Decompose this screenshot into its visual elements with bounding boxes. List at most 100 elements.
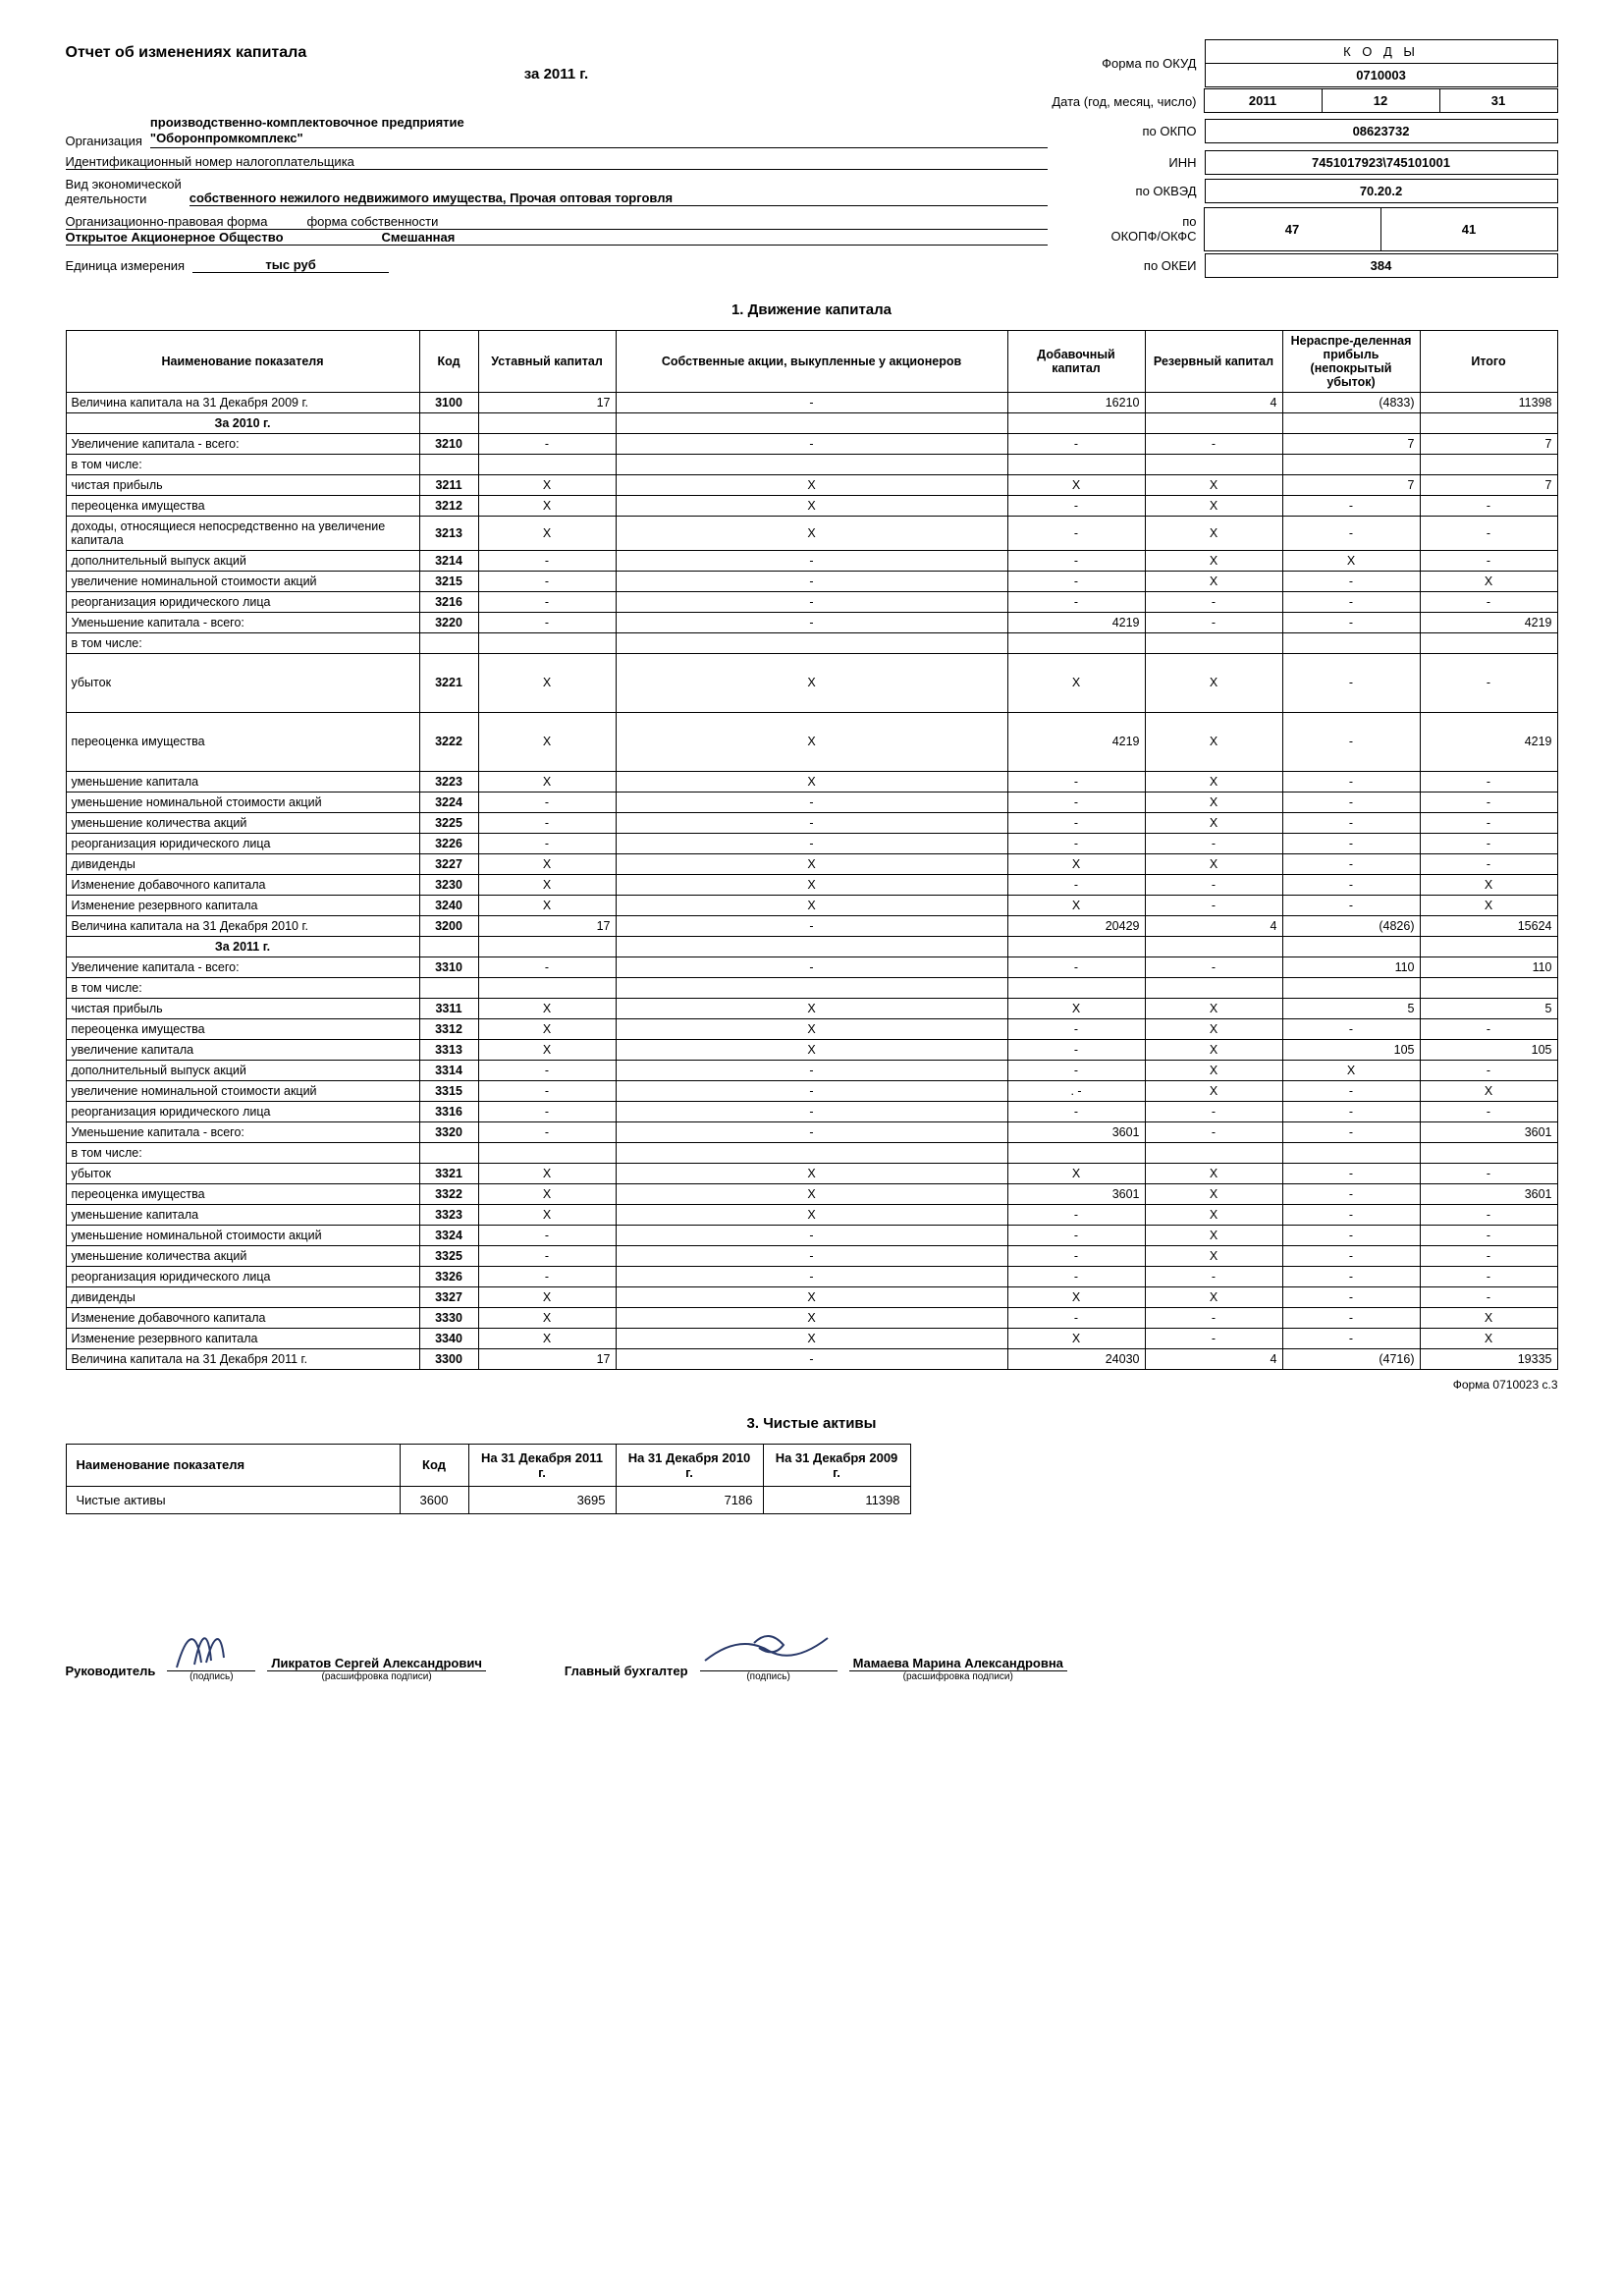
row-code: 3326 (419, 1266, 478, 1286)
row-value: - (478, 612, 616, 632)
row-value: - (1007, 792, 1145, 812)
row-value: X (1420, 1328, 1557, 1348)
na-col-d2: На 31 Декабря 2010 г. (616, 1444, 763, 1486)
row-value: X (1420, 874, 1557, 895)
row-name: переоценка имущества (66, 712, 419, 771)
row-value: - (1282, 495, 1420, 516)
row-value: - (1007, 771, 1145, 792)
row-value: X (616, 1039, 1007, 1060)
row-value: 16210 (1007, 392, 1145, 412)
row-value: - (1007, 1018, 1145, 1039)
na-v1: 3695 (468, 1486, 616, 1513)
row-value: X (616, 874, 1007, 895)
row-code: 3225 (419, 812, 478, 833)
row-value: 105 (1420, 1039, 1557, 1060)
row-value: X (616, 495, 1007, 516)
row-value: - (1145, 1328, 1282, 1348)
row-value: - (1420, 1018, 1557, 1039)
table-row: дивиденды3227XXXX-- (66, 853, 1557, 874)
row-value: X (478, 771, 616, 792)
row-value: X (478, 1039, 616, 1060)
row-value: X (1145, 1039, 1282, 1060)
row-value: X (1145, 1018, 1282, 1039)
row-code: 3313 (419, 1039, 478, 1060)
col-charter: Уставный капитал (478, 330, 616, 392)
row-name: Уменьшение капитала - всего: (66, 612, 419, 632)
row-value: - (616, 833, 1007, 853)
row-value: - (478, 1245, 616, 1266)
table-row: реорганизация юридического лица3316-----… (66, 1101, 1557, 1121)
row-name: увеличение номинальной стоимости акций (66, 1080, 419, 1101)
row-value: X (1145, 712, 1282, 771)
row-value: - (1282, 771, 1420, 792)
table-row: уменьшение количества акций3325---X-- (66, 1245, 1557, 1266)
row-value: X (616, 771, 1007, 792)
table-row: уменьшение капитала3223XX-X-- (66, 771, 1557, 792)
activity-label-1: Вид экономической (66, 177, 182, 191)
na-name: Чистые активы (66, 1486, 400, 1513)
row-value: X (1145, 1225, 1282, 1245)
table-row: увеличение капитала3313XX-X105105 (66, 1039, 1557, 1060)
row-value: - (478, 591, 616, 612)
table-row: переоценка имущества3322XX3601X-3601 (66, 1183, 1557, 1204)
row-value: X (478, 1286, 616, 1307)
inn-full-label: Идентификационный номер налогоплательщик… (66, 154, 1048, 170)
na-col-d1: На 31 Декабря 2011 г. (468, 1444, 616, 1486)
row-value (616, 977, 1007, 998)
row-name: За 2011 г. (66, 936, 419, 957)
row-value: - (1007, 957, 1145, 977)
accountant-role: Главный бухгалтер (565, 1664, 688, 1682)
row-value: X (616, 998, 1007, 1018)
row-value: (4826) (1282, 915, 1420, 936)
row-value: - (1145, 1101, 1282, 1121)
okopf-1: 47 (1204, 207, 1381, 251)
row-value (478, 1142, 616, 1163)
row-code: 3316 (419, 1101, 478, 1121)
row-code: 3321 (419, 1163, 478, 1183)
row-name: убыток (66, 1163, 419, 1183)
row-name: убыток (66, 653, 419, 712)
row-value (1282, 977, 1420, 998)
row-code: 3216 (419, 591, 478, 612)
form-value-2: Смешанная (382, 230, 456, 245)
row-value: X (1145, 792, 1282, 812)
row-value: 105 (1282, 1039, 1420, 1060)
row-value: X (1145, 1286, 1282, 1307)
row-value: - (1282, 1328, 1420, 1348)
row-value: - (616, 1245, 1007, 1266)
row-value: - (1145, 612, 1282, 632)
row-value: 3601 (1007, 1183, 1145, 1204)
row-value: - (478, 812, 616, 833)
row-value: (4716) (1282, 1348, 1420, 1369)
okopf-2: 41 (1380, 207, 1558, 251)
table-row: Уменьшение капитала - всего:3320--3601--… (66, 1121, 1557, 1142)
row-value: - (1282, 1225, 1420, 1245)
okud-label: Форма по ОКУД (1048, 56, 1205, 71)
table-row: убыток3221XXXX-- (66, 653, 1557, 712)
unit-label: Единица измерения (66, 258, 186, 273)
leader-name-caption: (расшифровка подписи) (322, 1671, 432, 1682)
row-value: 5 (1420, 998, 1557, 1018)
row-value: - (1420, 833, 1557, 853)
row-value (1282, 454, 1420, 474)
form-label-1: Организационно-правовая форма (66, 214, 268, 229)
row-value: - (1420, 1163, 1557, 1183)
na-col-code: Код (400, 1444, 468, 1486)
row-value (1145, 977, 1282, 998)
table-row: переоценка имущества3312XX-X-- (66, 1018, 1557, 1039)
row-value: - (1007, 1266, 1145, 1286)
org-label: Организация (66, 134, 142, 148)
row-name: увеличение номинальной стоимости акций (66, 571, 419, 591)
row-code: 3314 (419, 1060, 478, 1080)
row-value: - (478, 1121, 616, 1142)
row-value: - (1007, 1307, 1145, 1328)
row-name: уменьшение количества акций (66, 1245, 419, 1266)
row-value: X (616, 1018, 1007, 1039)
row-value (1145, 936, 1282, 957)
row-value: X (616, 653, 1007, 712)
row-value: - (1420, 550, 1557, 571)
na-col-d3: На 31 Декабря 2009 г. (763, 1444, 910, 1486)
row-value: 7 (1420, 433, 1557, 454)
net-assets-row: Чистые активы 3600 3695 7186 11398 (66, 1486, 910, 1513)
date-month: 12 (1322, 88, 1440, 113)
